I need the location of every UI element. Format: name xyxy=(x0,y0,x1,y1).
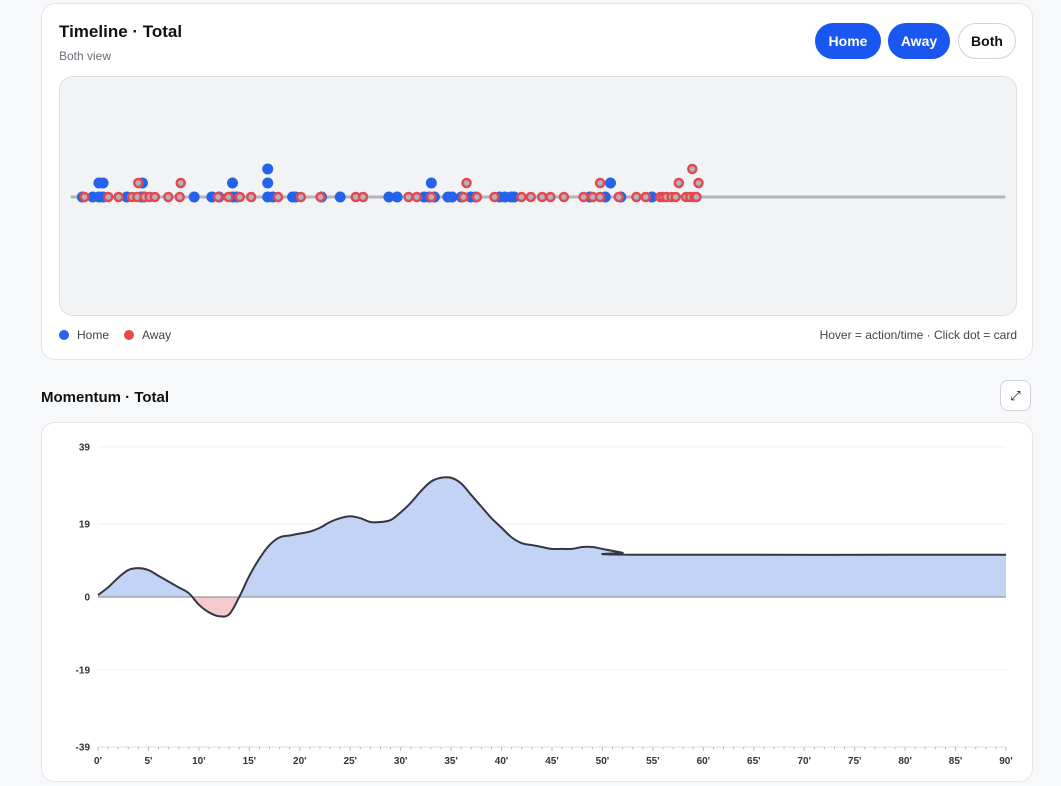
legend-home: Home xyxy=(59,328,109,342)
home-legend-dot-icon xyxy=(59,330,69,340)
away-event-dot[interactable] xyxy=(687,163,698,175)
home-event-dot[interactable] xyxy=(425,177,437,189)
away-event-dot[interactable] xyxy=(631,191,642,203)
momentum-title: Momentum · Total xyxy=(41,389,170,406)
away-event-dot[interactable] xyxy=(613,191,625,203)
timeline-subtitle: Both view xyxy=(59,49,112,63)
x-tick-label: 60' xyxy=(697,756,711,767)
x-tick-label: 80' xyxy=(898,756,912,767)
away-event-dot[interactable] xyxy=(516,191,527,203)
home-event-dot[interactable] xyxy=(188,191,200,203)
legend-away-label: Away xyxy=(142,328,172,342)
away-event-dot[interactable] xyxy=(489,191,500,203)
timeline-hint: Hover = action/time · Click dot = card xyxy=(819,328,1017,342)
expand-button[interactable]: ⤢ xyxy=(1000,380,1031,411)
x-tick-label: 65' xyxy=(747,756,761,767)
away-event-dot[interactable] xyxy=(295,191,307,203)
away-event-dot[interactable] xyxy=(245,191,257,203)
both-filter-button[interactable]: Both xyxy=(958,23,1016,59)
y-tick-label: -39 xyxy=(76,743,91,754)
away-event-dot[interactable] xyxy=(175,177,186,189)
x-tick-label: 10' xyxy=(192,756,206,767)
y-tick-label: 19 xyxy=(79,519,91,530)
away-event-dot[interactable] xyxy=(102,191,114,203)
home-event-dot[interactable] xyxy=(334,191,346,203)
away-event-dot[interactable] xyxy=(315,191,326,203)
away-event-dot[interactable] xyxy=(594,191,606,203)
away-event-dot[interactable] xyxy=(594,177,606,189)
home-event-dot[interactable] xyxy=(227,177,239,189)
away-event-dot[interactable] xyxy=(691,191,702,203)
x-tick-label: 85' xyxy=(949,756,963,767)
home-event-dot[interactable] xyxy=(262,163,274,175)
away-event-dot[interactable] xyxy=(79,191,90,203)
away-filter-button[interactable]: Away xyxy=(888,23,950,59)
x-tick-label: 25' xyxy=(343,756,357,767)
away-event-dot[interactable] xyxy=(693,177,704,189)
away-event-dot[interactable] xyxy=(174,191,185,203)
x-tick-label: 5' xyxy=(144,756,152,767)
legend-away: Away xyxy=(124,328,171,342)
away-event-dot[interactable] xyxy=(133,177,144,189)
home-event-dot[interactable] xyxy=(97,177,109,189)
x-tick-label: 30' xyxy=(394,756,408,767)
away-event-dot[interactable] xyxy=(525,191,537,203)
away-event-dot[interactable] xyxy=(673,177,685,189)
away-event-dot[interactable] xyxy=(234,191,246,203)
away-event-dot[interactable] xyxy=(113,191,124,203)
away-event-dot[interactable] xyxy=(536,191,548,203)
home-event-dot[interactable] xyxy=(262,177,274,189)
y-tick-label: 39 xyxy=(79,443,91,454)
away-event-dot[interactable] xyxy=(461,177,472,189)
x-tick-label: 40' xyxy=(495,756,509,767)
away-event-dot[interactable] xyxy=(212,191,224,203)
x-tick-label: 75' xyxy=(848,756,862,767)
away-event-dot[interactable] xyxy=(357,191,369,203)
x-tick-label: 90' xyxy=(999,756,1013,767)
away-legend-dot-icon xyxy=(124,330,134,340)
legend-home-label: Home xyxy=(77,328,110,342)
away-event-dot[interactable] xyxy=(640,191,651,203)
timeline-plot-area xyxy=(59,76,1017,316)
y-tick-label: -19 xyxy=(76,666,91,677)
away-event-dot[interactable] xyxy=(223,191,234,203)
away-event-dot[interactable] xyxy=(272,191,284,203)
away-event-dot[interactable] xyxy=(411,191,423,203)
away-event-dot[interactable] xyxy=(545,191,556,203)
away-event-dot[interactable] xyxy=(163,191,174,203)
home-filter-button[interactable]: Home xyxy=(815,23,881,59)
y-tick-label: 0 xyxy=(84,593,90,604)
x-tick-label: 55' xyxy=(646,756,660,767)
home-event-dot[interactable] xyxy=(508,191,520,203)
away-event-dot[interactable] xyxy=(149,191,161,203)
away-event-dot[interactable] xyxy=(403,191,414,203)
expand-arrows-icon: ⤢ xyxy=(1010,387,1021,403)
home-event-dot[interactable] xyxy=(446,191,458,203)
momentum-chart: 39 19 0 -19 -390' 5' 10' 15' 20' 25' 30' 35' 40' 45' 5… xyxy=(76,443,1013,768)
x-tick-label: 20' xyxy=(293,756,307,767)
x-tick-label: 15' xyxy=(243,756,257,767)
away-event-dot[interactable] xyxy=(471,191,483,203)
x-tick-label: 35' xyxy=(444,756,458,767)
away-event-dot[interactable] xyxy=(558,191,570,203)
away-event-dot[interactable] xyxy=(670,191,681,203)
x-tick-label: 70' xyxy=(797,756,811,767)
away-event-dot[interactable] xyxy=(458,191,469,203)
home-event-dot[interactable] xyxy=(383,191,395,203)
away-event-dot[interactable] xyxy=(426,191,437,203)
momentum-positive-area xyxy=(98,477,1006,597)
timeline-title: Timeline · Total xyxy=(59,22,183,41)
x-tick-label: 45' xyxy=(545,756,559,767)
x-tick-label: 50' xyxy=(596,756,610,767)
home-event-dot[interactable] xyxy=(391,191,403,203)
momentum-line xyxy=(97,476,1007,618)
timeline-card: Timeline · Total Both view Home Away Bot… xyxy=(41,3,1033,360)
x-tick-label: 0' xyxy=(94,756,102,767)
timeline-svg xyxy=(70,163,1006,203)
home-event-dot[interactable] xyxy=(604,177,616,189)
away-event-dot[interactable] xyxy=(578,191,589,203)
momentum-card: 39 19 0 -19 -39 0' 5' 10' 15' 20' 25' 30' 35' 40' 45' 5… xyxy=(41,422,1033,782)
